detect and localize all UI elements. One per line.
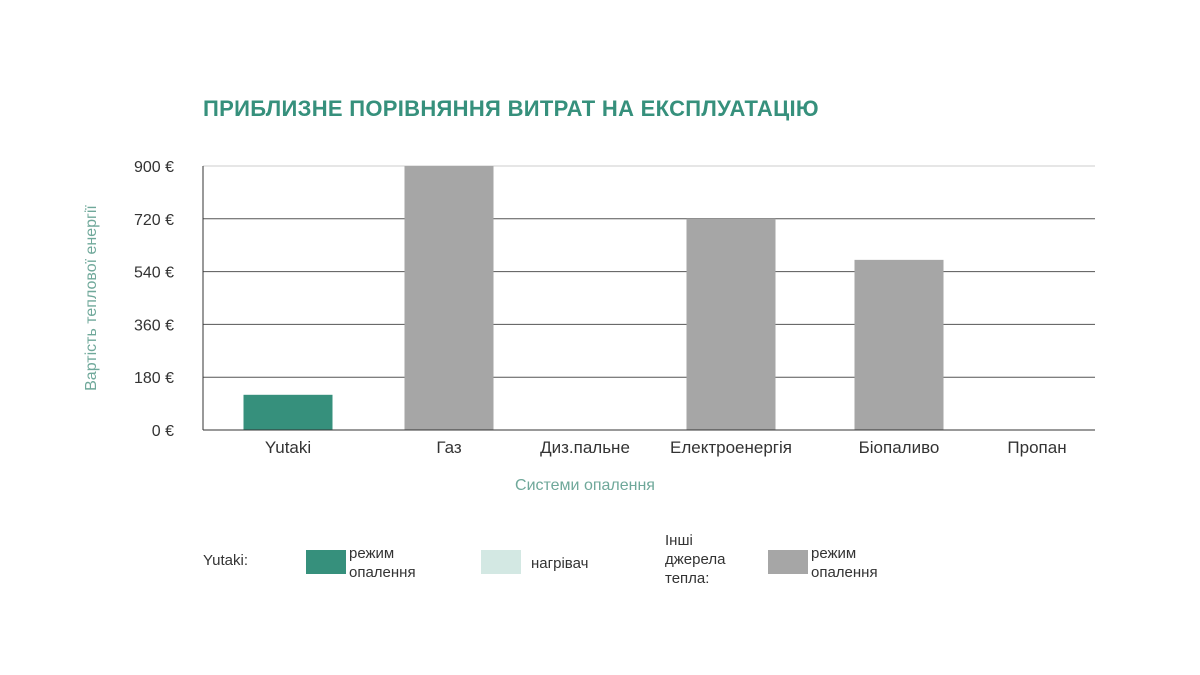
y-tick-label: 540 € (134, 265, 174, 282)
y-axis-ticks: 0 € 180 € 360 € 540 € 720 € 900 € (134, 159, 174, 440)
gridlines (203, 165, 1095, 378)
y-tick-label: 360 € (134, 317, 174, 334)
bar-0 (243, 394, 333, 430)
bar-4 (854, 259, 944, 430)
x-tick-label: Пропан (1007, 438, 1066, 457)
x-tick-label: Газ (436, 438, 462, 457)
legend-group-other-label: Інші джерела тепла: (665, 532, 726, 587)
x-tick-label: Електроенергія (670, 438, 792, 457)
y-axis-title: Вартість теплової енергії (83, 205, 100, 391)
x-axis-title: Системи опалення (515, 477, 655, 494)
legend-swatch-yutaki-heating (306, 550, 346, 574)
bar-3 (686, 218, 776, 430)
x-tick-label: Диз.пальне (540, 438, 630, 457)
y-tick-label: 0 € (152, 423, 174, 440)
legend-label-other-heating: режим опалення (811, 545, 878, 581)
y-tick-label: 900 € (134, 159, 174, 176)
legend-swatch-yutaki-heater (481, 550, 521, 574)
x-tick-label: Біопаливо (859, 438, 940, 457)
bar-1 (404, 166, 494, 430)
chart-title: ПРИБЛИЗНЕ ПОРІВНЯННЯ ВИТРАТ НА ЕКСПЛУАТА… (203, 96, 819, 121)
bars (243, 166, 944, 430)
y-tick-label: 180 € (134, 370, 174, 387)
legend-group-yutaki-label: Yutaki: (203, 552, 249, 569)
legend-label-yutaki-heater: нагрівач (531, 555, 589, 572)
legend-swatch-other-heating (768, 550, 808, 574)
x-tick-label: Yutaki (265, 438, 311, 457)
legend-label-yutaki-heating: режим опалення (349, 545, 416, 581)
x-axis-ticks: Yutaki Газ Диз.пальне Електроенергія Біопали… (265, 438, 1067, 457)
y-tick-label: 720 € (134, 212, 174, 229)
